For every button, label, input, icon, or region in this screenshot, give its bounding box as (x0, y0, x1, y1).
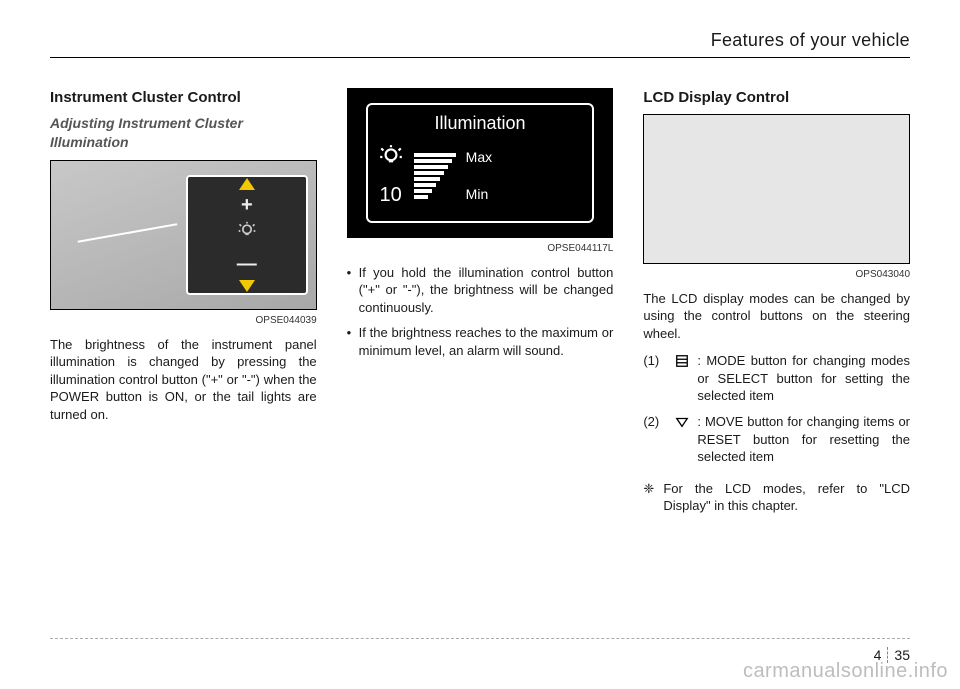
level-bars (414, 153, 456, 199)
note-text: For the LCD modes, refer to "LCD Display… (663, 480, 910, 515)
bullet-item: If the brightness reaches to the maximum… (347, 324, 614, 359)
screen-body: 10 Max Min (378, 139, 583, 213)
figure-dashboard: + — (50, 160, 317, 310)
bullet-item: If you hold the illumination control but… (347, 264, 614, 317)
callout-line (78, 223, 177, 242)
control-item: (2) : MOVE button for changing items or R… (643, 413, 910, 466)
mode-icon (673, 352, 691, 405)
paragraph-body: The brightness of the instrument panel i… (50, 336, 317, 424)
control-number: (1) (643, 352, 667, 405)
level-bar (414, 195, 428, 199)
manual-page: Features of your vehicle Instrument Clus… (0, 0, 960, 689)
move-icon (673, 413, 691, 466)
bulb-icon (237, 221, 257, 249)
column-2: Illumination 10 Max Min (347, 88, 614, 515)
control-list: (1) : MODE button for changing modes or S… (643, 352, 910, 465)
screen-labels: Max Min (466, 148, 492, 204)
level-bar (414, 171, 444, 175)
arrow-down-icon (239, 280, 255, 292)
level-bar (414, 183, 436, 187)
watermark: carmanualsonline.info (743, 660, 948, 683)
level-bar (414, 153, 456, 157)
footnote: ❈ For the LCD modes, refer to "LCD Displ… (643, 480, 910, 515)
figure-code: OPS043040 (643, 268, 910, 282)
screen-value: 10 (380, 182, 402, 209)
steering-illustration (644, 115, 909, 263)
label-max: Max (466, 148, 492, 167)
screen-title: Illumination (378, 111, 583, 135)
note-symbol: ❈ (643, 480, 657, 515)
label-min: Min (466, 185, 492, 204)
chapter-title: Features of your vehicle (711, 30, 910, 50)
control-number: (2) (643, 413, 667, 466)
bullet-list: If you hold the illumination control but… (347, 264, 614, 360)
heading-lcd-control: LCD Display Control (643, 88, 910, 108)
control-item: (1) : MODE button for changing modes or S… (643, 352, 910, 405)
subheading-illumination: Adjusting Instrument Cluster Illuminatio… (50, 114, 317, 152)
level-bar (414, 189, 432, 193)
level-bar (414, 165, 448, 169)
figure-illumination-screen: Illumination 10 Max Min (347, 88, 614, 238)
figure-code: OPSE044039 (50, 314, 317, 328)
footer-divider (50, 638, 910, 639)
level-bar (414, 159, 452, 163)
control-inset: + — (186, 175, 308, 295)
bulb-icon (378, 144, 404, 178)
arrow-up-icon (239, 178, 255, 190)
control-text: : MOVE button for changing items or RESE… (697, 413, 910, 466)
chapter-header: Features of your vehicle (50, 30, 910, 58)
illumination-display: Illumination 10 Max Min (348, 89, 613, 237)
heading-instrument-cluster: Instrument Cluster Control (50, 88, 317, 108)
column-1: Instrument Cluster Control Adjusting Ins… (50, 88, 317, 515)
plus-label: + (241, 192, 253, 219)
figure-steering (643, 114, 910, 264)
content-columns: Instrument Cluster Control Adjusting Ins… (50, 88, 910, 515)
column-3: LCD Display Control OPS043040 The LCD di… (643, 88, 910, 515)
screen-frame: Illumination 10 Max Min (366, 103, 595, 223)
level-bar (414, 177, 440, 181)
minus-label: — (237, 251, 257, 278)
figure-code: OPSE044117L (347, 242, 614, 256)
screen-left: 10 (378, 144, 404, 209)
control-text: : MODE button for changing modes or SELE… (697, 352, 910, 405)
dashboard-illustration: + — (51, 161, 316, 309)
paragraph-intro: The LCD display modes can be changed by … (643, 290, 910, 343)
